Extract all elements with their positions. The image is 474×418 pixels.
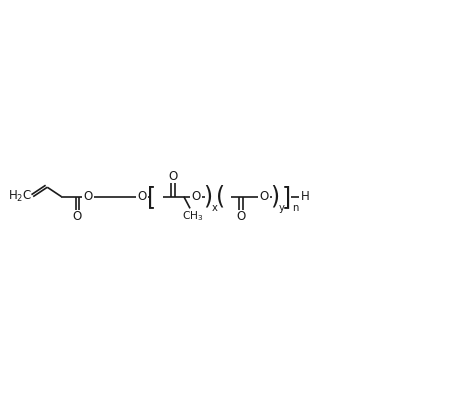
Text: y: y — [279, 203, 285, 213]
Text: O: O — [83, 190, 92, 203]
Text: O: O — [237, 210, 246, 224]
Text: CH$_3$: CH$_3$ — [182, 209, 203, 223]
Text: O: O — [168, 170, 178, 183]
Text: O: O — [259, 190, 269, 203]
Text: ]: ] — [282, 185, 291, 209]
Text: ): ) — [203, 185, 212, 209]
Text: x: x — [212, 203, 218, 213]
Text: n: n — [292, 203, 298, 213]
Text: O: O — [73, 210, 82, 224]
Text: ): ) — [270, 185, 279, 209]
Text: O: O — [191, 190, 201, 203]
Text: H: H — [301, 190, 310, 203]
Text: [: [ — [147, 185, 156, 209]
Text: (: ( — [216, 185, 225, 209]
Text: H$_2$C: H$_2$C — [8, 189, 32, 204]
Text: O: O — [137, 190, 146, 203]
